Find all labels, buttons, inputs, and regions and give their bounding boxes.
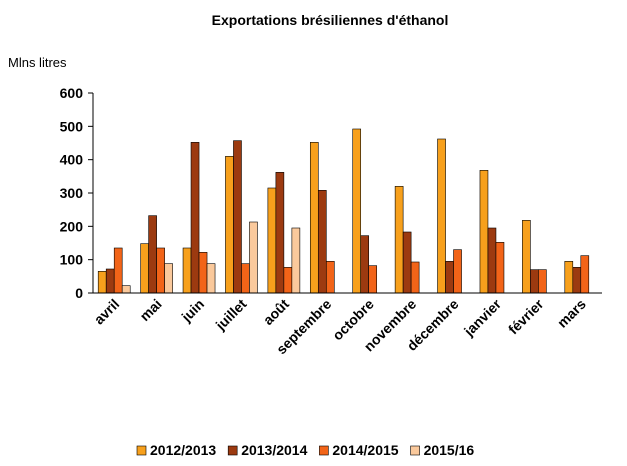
- x-tick-label: juillet: [212, 296, 250, 334]
- y-tick-label: 0: [75, 285, 83, 301]
- bar: [368, 265, 378, 294]
- bar: [453, 249, 462, 294]
- bar: [225, 156, 234, 294]
- bar: [360, 235, 370, 294]
- bar: [190, 142, 200, 294]
- y-tick-label: 200: [60, 218, 84, 234]
- chart-title: Exportations brésiliennes d'éthanol: [212, 12, 449, 28]
- bar: [283, 267, 293, 294]
- bar: [437, 138, 446, 294]
- bar: [291, 227, 301, 294]
- x-tick-label: février: [505, 295, 547, 337]
- bar: [580, 255, 590, 294]
- bar: [182, 247, 192, 294]
- bar: [140, 243, 149, 294]
- bar: [164, 263, 173, 294]
- legend-label: 2013/2014: [241, 442, 307, 458]
- bar: [564, 261, 574, 294]
- bar: [352, 128, 362, 294]
- bar: [445, 261, 454, 294]
- legend-swatch: [136, 445, 147, 456]
- bar: [317, 190, 327, 294]
- legend-swatch: [410, 445, 420, 456]
- bar: [97, 271, 107, 294]
- legend-swatch: [319, 445, 329, 456]
- y-tick-label: 400: [60, 152, 84, 168]
- bar: [495, 242, 505, 294]
- bar: [249, 221, 258, 294]
- x-tick-label: mars: [554, 296, 589, 331]
- bar: [267, 187, 277, 294]
- bar: [121, 285, 131, 294]
- legend-swatch: [227, 445, 238, 456]
- bar: [198, 252, 208, 294]
- bar: [538, 269, 547, 294]
- bar: [410, 261, 420, 294]
- x-tick-label: juin: [178, 296, 208, 326]
- legend-label: 2012/2013: [150, 442, 216, 458]
- bar: [148, 215, 157, 294]
- y-tick-label: 100: [60, 252, 84, 268]
- x-tick-label: août: [260, 296, 292, 328]
- y-tick-label: 600: [60, 85, 84, 101]
- bar: [479, 170, 489, 294]
- bar: [156, 247, 165, 294]
- x-tick-label: janvier: [460, 295, 504, 339]
- y-axis-label: Mlns litres: [8, 55, 67, 70]
- y-tick-label: 500: [60, 118, 84, 134]
- bar: [325, 261, 335, 294]
- bar: [402, 231, 412, 294]
- bar: [241, 263, 250, 294]
- bar: [233, 140, 242, 294]
- bar: [113, 247, 123, 294]
- x-tick-label: avril: [91, 296, 123, 328]
- legend-label: 2015/16: [424, 442, 475, 458]
- bar: [206, 263, 216, 294]
- legend-label: 2014/2015: [332, 442, 398, 458]
- y-tick-label: 300: [60, 185, 84, 201]
- bar: [530, 269, 539, 294]
- bar: [309, 142, 319, 294]
- bar: [105, 268, 115, 294]
- bar: [522, 220, 531, 294]
- x-tick-label: mai: [136, 296, 164, 324]
- bar: [572, 267, 582, 294]
- bar: [275, 172, 285, 294]
- bar: [394, 186, 404, 294]
- bar: [487, 227, 497, 294]
